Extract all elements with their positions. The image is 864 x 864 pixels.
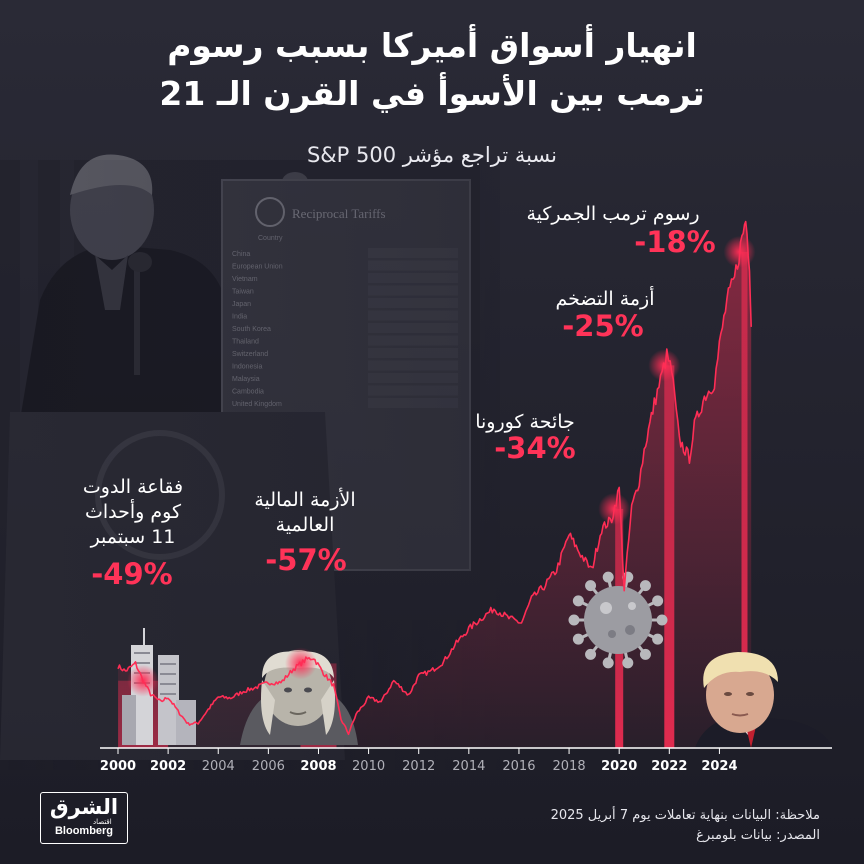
event-label-dotcom: فقاعة الدوت كوم وأحداث 11 سبتمبر xyxy=(82,476,184,548)
chart-subtitle: نسبة تراجع مؤشر S&P 500 xyxy=(306,143,558,167)
x-tick-label: 2012 xyxy=(402,759,435,774)
event-band-tariffs xyxy=(741,251,748,748)
x-tick-label: 2020 xyxy=(601,759,637,774)
footer-note: ملاحظة: البيانات بنهاية تعاملات يوم 7 أب… xyxy=(550,808,820,823)
event-pct-tariffs: -18% xyxy=(634,225,716,259)
asharq-bloomberg-logo: الشرق اقتصاد Bloomberg xyxy=(40,792,128,844)
event-pct-covid: -34% xyxy=(494,431,576,465)
event-label-inflation: أزمة التضخم xyxy=(555,288,655,310)
virus-spike-tip xyxy=(568,614,580,626)
virus-spike-tip xyxy=(652,595,664,607)
event-label-covid: جائحة كورونا xyxy=(475,411,575,433)
event-glow-gfc xyxy=(284,647,317,680)
trump-portrait-icon xyxy=(695,652,832,748)
logo-arabic: الشرق xyxy=(49,795,119,819)
virus-spike-tip xyxy=(585,648,597,660)
virus-spike-tip xyxy=(652,633,664,645)
event-label-tariffs: رسوم ترمب الجمركية xyxy=(526,203,700,225)
sp500-line xyxy=(117,220,752,736)
virus-spike-tip xyxy=(602,657,614,669)
event-pct-dotcom: -49% xyxy=(91,557,173,591)
event-pct-gfc: -57% xyxy=(265,543,347,577)
coronavirus-icon xyxy=(568,571,668,669)
x-tick-label: 2024 xyxy=(701,759,737,774)
title-line-1: انهيار أسواق أميركا بسبب رسوم xyxy=(167,26,697,65)
virus-spike-tip xyxy=(585,580,597,592)
x-tick-label: 2000 xyxy=(100,759,136,774)
virus-spike-tip xyxy=(572,595,584,607)
x-tick-label: 2008 xyxy=(300,759,336,774)
x-tick-label: 2016 xyxy=(502,759,535,774)
x-tick-label: 2014 xyxy=(452,759,485,774)
x-tick-label: 2010 xyxy=(352,759,385,774)
trump-podium-photo: Reciprocal Tariffs Country ChinaEuropean… xyxy=(0,154,500,770)
event-pct-inflation: -25% xyxy=(562,309,644,343)
x-tick-label: 2018 xyxy=(553,759,586,774)
logo-arabic-sub: اقتصاد xyxy=(93,818,112,826)
event-glows xyxy=(127,235,756,697)
x-tick-label: 2022 xyxy=(651,759,687,774)
virus-spike-tip xyxy=(572,633,584,645)
event-icons xyxy=(122,571,832,748)
event-band-inflation xyxy=(664,365,675,748)
footer-source: المصدر: بيانات بلومبرغ xyxy=(696,828,820,843)
title-line-2: ترمب بين الأسوأ في القرن الـ 21 xyxy=(159,74,705,113)
logo-english: Bloomberg xyxy=(54,825,114,837)
event-glow-inflation xyxy=(648,349,681,382)
x-axis-ticks: 2000 2002 2004 2006 2008 2010 2012 2014 2016 2018… xyxy=(100,748,738,774)
virus-spike-tip xyxy=(639,648,651,660)
x-tick-label: 2002 xyxy=(150,759,186,774)
x-tick-label: 2004 xyxy=(202,759,235,774)
event-label-gfc: الأزمة المالية العالمية xyxy=(254,489,356,536)
virus-spike-tip xyxy=(602,571,614,583)
virus-spike-tip xyxy=(656,614,668,626)
virus-spike-tip xyxy=(639,580,651,592)
event-glow-tariffs xyxy=(723,235,756,268)
x-tick-label: 2006 xyxy=(252,759,285,774)
event-glow-dotcom xyxy=(127,664,160,697)
event-glow-covid xyxy=(598,492,631,525)
virus-spike-tip xyxy=(622,657,634,669)
